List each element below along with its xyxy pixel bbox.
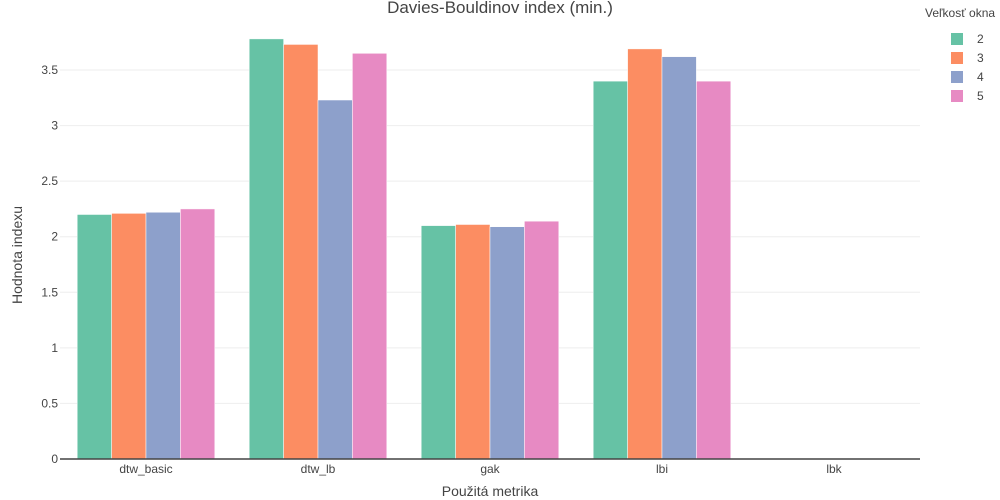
legend-swatch: [951, 90, 963, 102]
y-tick-labels: 0 0.5 1 1.5 2 2.5 3 3.5: [41, 63, 58, 466]
y-tick-label: 1.5: [41, 285, 58, 299]
bar-dtw_lb-2: [248, 38, 284, 460]
y-tick-label: 1: [51, 341, 58, 355]
bar-lbi-4: [661, 56, 697, 460]
legend-title: Veľkosť okna: [925, 6, 995, 20]
legend-swatch: [951, 71, 963, 83]
bar-lbi-5: [696, 80, 732, 460]
chart-title: Davies-Bouldinov index (min.): [387, 0, 613, 17]
x-tick-label: gak: [480, 462, 500, 476]
x-tick-label: lbk: [826, 462, 842, 476]
bars: [76, 38, 732, 460]
x-tick-label: dtw_basic: [119, 462, 172, 476]
legend-label: 5: [977, 89, 984, 103]
legend-swatch: [951, 33, 963, 45]
bar-gak-3: [455, 224, 491, 460]
x-tick-label: dtw_lb: [301, 462, 336, 476]
y-axis-title: Hodnota indexu: [9, 206, 25, 304]
bar-gak-4: [489, 226, 525, 460]
bar-dtw_basic-2: [76, 214, 112, 460]
bar-lbi-2: [592, 80, 628, 460]
x-tick-label: lbi: [656, 462, 668, 476]
bar-dtw_lb-3: [283, 44, 319, 460]
legend-label: 3: [977, 51, 984, 65]
y-tick-label: 0.5: [41, 396, 58, 410]
y-tick-label: 2: [51, 230, 58, 244]
bar-dtw_lb-5: [352, 53, 388, 460]
bar-dtw_basic-5: [180, 208, 216, 460]
y-tick-label: 0: [51, 452, 58, 466]
y-tick-label: 2.5: [41, 174, 58, 188]
legend: Veľkosť okna 2 3 4 5: [925, 6, 995, 103]
bar-gak-5: [524, 220, 560, 460]
x-axis-title: Použitá metrika: [442, 483, 539, 499]
bar-lbi-3: [627, 48, 663, 460]
legend-label: 2: [977, 32, 984, 46]
x-tick-labels: dtw_basic dtw_lb gak lbi lbk: [119, 462, 842, 476]
bar-dtw_basic-4: [145, 212, 181, 460]
bar-gak-2: [420, 225, 456, 460]
y-tick-label: 3.5: [41, 63, 58, 77]
legend-swatch: [951, 52, 963, 64]
y-tick-label: 3: [51, 119, 58, 133]
legend-label: 4: [977, 70, 984, 84]
bar-dtw_basic-3: [111, 213, 147, 460]
bar-dtw_lb-4: [317, 99, 353, 460]
